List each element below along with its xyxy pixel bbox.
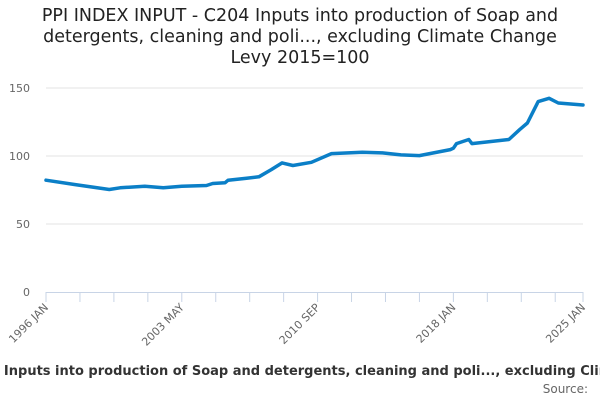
source-label: Source: <box>542 382 588 396</box>
y-tick-label: 100 <box>9 150 30 163</box>
chart-title-line: PPI INDEX INPUT - C204 Inputs into produ… <box>41 6 559 26</box>
data-series-line <box>44 96 585 192</box>
y-tick-label: 150 <box>9 82 30 95</box>
y-tick-label: 50 <box>16 218 30 231</box>
x-tick-label: 2003 MAY <box>139 301 187 349</box>
chart-title: PPI INDEX INPUT - C204 Inputs into produ… <box>0 6 600 69</box>
x-tick-label: 2018 JAN <box>414 301 459 346</box>
legend-series-label: - Inputs into production of Soap and det… <box>0 364 600 379</box>
chart-title-line: Levy 2015=100 <box>230 48 370 68</box>
x-tick-label: 2025 JAN <box>543 301 588 346</box>
x-tick-label: 1996 JAN <box>6 301 51 346</box>
x-tick-label: 2010 SEP <box>277 301 323 347</box>
y-tick-label: 0 <box>23 286 30 299</box>
chart-title-line: detergents, cleaning and poli..., exclud… <box>43 27 557 47</box>
